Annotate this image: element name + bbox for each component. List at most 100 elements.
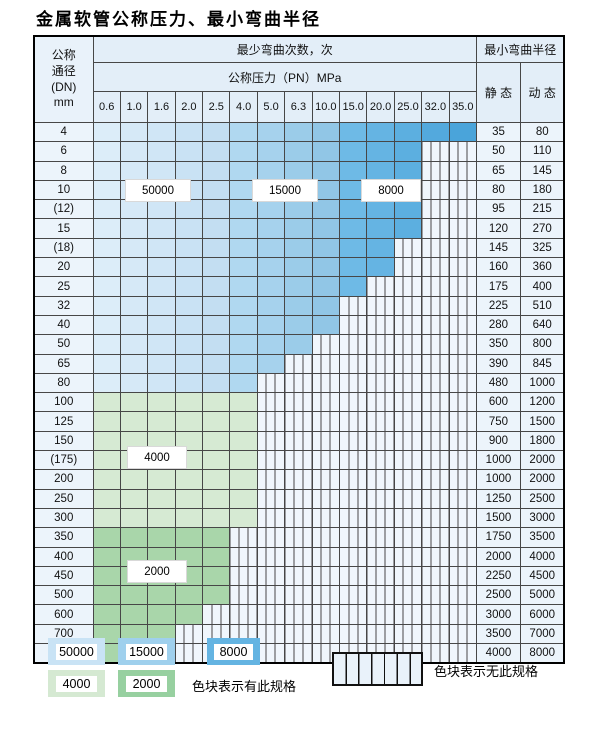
spec-cell-unavailable [311,527,341,548]
spec-cell-unavailable [284,527,313,548]
spec-cell-available [339,121,368,143]
cycles-label-4000: 4000 [127,446,187,469]
spec-cell-available [92,507,121,529]
spec-cell-available [284,334,313,355]
spec-cell-available [256,257,286,278]
dn-cell: 500 [33,585,94,606]
spec-cell-unavailable [339,334,368,355]
spec-cell-unavailable [448,565,477,587]
spec-cell-unavailable [421,604,450,625]
spec-cell-available [284,314,313,336]
dn-cell: 100 [33,392,94,413]
spec-cell-available [119,218,149,239]
spec-cell-unavailable [448,295,477,316]
spec-cell-available [92,372,121,394]
spec-cell-available [229,488,258,509]
spec-cell-available [202,257,231,278]
spec-cell-available [174,604,204,625]
spec-cell-unavailable [366,507,395,529]
spec-cell-unavailable [448,218,477,239]
spec-cell-available [229,334,258,355]
spec-cell-available [147,257,176,278]
spec-cell-unavailable [448,276,477,297]
spec-cell-available [174,295,204,316]
spec-cell-available [174,372,204,394]
spec-cell-unavailable [366,295,395,316]
pn-column-header: 4.0 [229,91,258,123]
spec-cell-available [202,450,231,471]
spec-cell-unavailable [366,527,395,548]
spec-cell-unavailable [448,334,477,355]
spec-cell-unavailable [366,372,395,394]
spec-cell-unavailable [284,488,313,509]
spec-cell-available [202,488,231,509]
spec-cell-available [284,121,313,143]
spec-cell-unavailable [448,585,477,606]
spec-cell-unavailable [448,623,477,645]
spec-cell-available [229,218,258,239]
spec-cell-unavailable [311,488,341,509]
spec-cell-available [339,276,368,297]
legend-swatch-label: 15000 [125,643,168,660]
spec-cell-available [339,179,368,201]
spec-cell-available [311,160,341,181]
dynamic-radius-cell: 1800 [519,430,565,452]
spec-cell-unavailable [256,450,286,471]
legend-swatch-4000: 4000 [48,670,105,697]
spec-cell-available [393,218,423,239]
spec-cell-unavailable [256,643,286,664]
dynamic-radius-cell: 2000 [519,450,565,471]
pn-column-header: 1.0 [119,91,149,123]
static-radius-cell: 350 [475,334,521,355]
spec-cell-available [174,121,204,143]
spec-cell-unavailable [448,257,477,278]
corner-line-2: 通径 [51,63,76,78]
spec-cell-unavailable [366,604,395,625]
spec-cell-unavailable [421,623,450,645]
spec-cell-available [366,257,395,278]
spec-cell-unavailable [366,565,395,587]
spec-cell-available [311,218,341,239]
spec-cell-available [229,430,258,452]
static-radius-cell: 4000 [475,643,521,664]
dn-cell: (175) [33,450,94,471]
corner-line-4: mm [53,95,74,110]
spec-cell-available [311,121,341,143]
dynamic-radius-cell: 845 [519,353,565,374]
spec-cell-unavailable [339,411,368,432]
spec-cell-unavailable [393,430,423,452]
spec-cell-available [202,565,231,587]
dynamic-radius-cell: 3000 [519,507,565,529]
spec-cell-available [92,257,121,278]
spec-cell-unavailable [393,314,423,336]
legend-swatch-2000: 2000 [118,670,175,697]
spec-cell-available [147,160,176,181]
spec-cell-available [174,314,204,336]
spec-cell-available [339,237,368,259]
table-row: 8 65 145 [33,160,565,181]
dn-cell: (12) [33,199,94,220]
spec-cell-unavailable [448,546,477,567]
dn-cell: 6 [33,141,94,162]
spec-cell-available [174,411,204,432]
static-radius-cell: 3500 [475,623,521,645]
spec-cell-available [92,546,121,567]
spec-cell-unavailable [421,257,450,278]
table-row: 32 225 510 [33,295,565,316]
spec-cell-unavailable [339,314,368,336]
dn-corner-cell: 公称 通径 (DN) mm [33,35,94,123]
spec-cell-available [284,141,313,162]
spec-cell-unavailable [256,565,286,587]
spec-cell-available [147,218,176,239]
spec-cell-available [147,585,176,606]
spec-cell-available [229,392,258,413]
spec-cell-unavailable [448,160,477,181]
spec-cell-available [174,141,204,162]
spec-cell-unavailable [393,469,423,490]
static-radius-cell: 750 [475,411,521,432]
spec-cell-available [229,257,258,278]
spec-cell-available [256,218,286,239]
spec-cell-unavailable [229,585,258,606]
pn-column-header: 20.0 [366,91,395,123]
